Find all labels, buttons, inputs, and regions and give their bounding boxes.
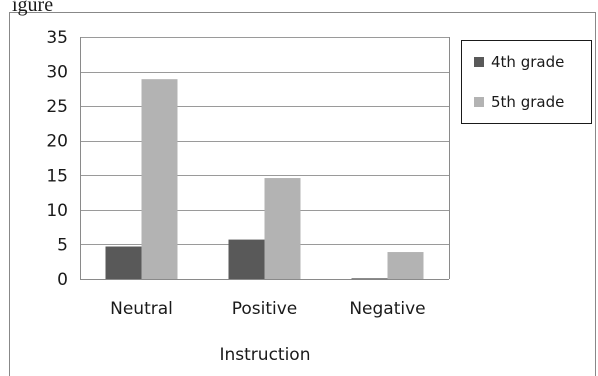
legend-swatch [474, 57, 484, 67]
y-tick-label: 0 [57, 270, 68, 290]
top-caption-fragment: igure [12, 0, 53, 16]
y-tick-label: 20 [46, 132, 68, 152]
bar [264, 178, 301, 279]
bars [105, 79, 424, 280]
y-tick-label: 5 [57, 235, 68, 255]
bar [141, 79, 178, 279]
y-axis-tick-labels: 0 5 10 15 20 25 30 35 [46, 28, 68, 290]
chart-border [9, 12, 596, 376]
legend-label: 5th grade [491, 93, 564, 111]
y-tick-label: 10 [46, 201, 68, 221]
x-axis-category-labels: Neutral Positive Negative [110, 299, 426, 319]
bar [351, 278, 388, 280]
y-tick-label: 35 [46, 28, 68, 48]
legend-label: 4th grade [491, 53, 564, 71]
x-axis-title: Instruction [220, 345, 311, 365]
legend: 4th grade 5th grade [461, 40, 592, 124]
bar [228, 239, 265, 279]
legend-box [461, 40, 592, 124]
x-category-label: Positive [232, 299, 298, 319]
bar [105, 246, 142, 279]
x-category-label: Negative [349, 299, 425, 319]
bar [387, 252, 424, 279]
legend-items: 4th grade 5th grade [474, 53, 564, 111]
y-tick-label: 25 [46, 97, 68, 117]
y-tick-label: 30 [46, 63, 68, 83]
y-tick-label: 15 [46, 166, 68, 186]
legend-swatch [474, 97, 484, 107]
x-category-label: Neutral [110, 299, 173, 319]
